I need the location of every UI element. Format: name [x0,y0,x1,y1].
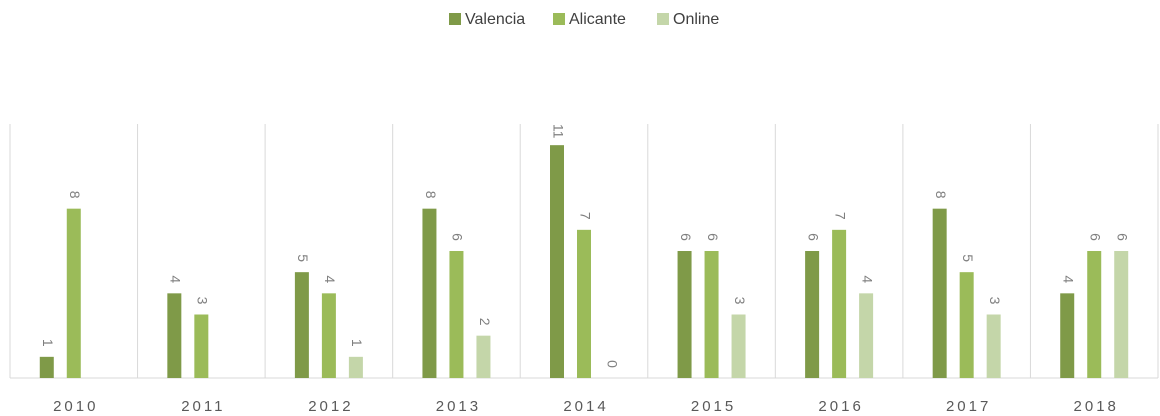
bar [348,356,363,378]
data-label: 6 [1088,233,1104,241]
data-label: 6 [805,233,821,241]
bar [932,208,947,378]
bar [194,314,209,378]
x-tick-label: 2011 [181,398,225,415]
bar [577,229,591,378]
data-label: 6 [705,233,721,241]
data-label: 8 [933,191,949,199]
x-tick-label: 2018 [1074,398,1119,415]
data-label: 4 [168,275,184,283]
x-tick-label: 2010 [53,398,98,415]
data-label: 4 [1061,275,1077,283]
x-tick-label: 2015 [691,398,736,415]
data-label: 3 [732,297,748,305]
data-label: 3 [987,297,1003,305]
bar [449,251,464,378]
data-label: 8 [423,191,439,199]
bar [1087,251,1102,378]
bar [294,272,309,378]
bar [321,293,336,378]
bar [476,335,491,378]
bar [959,272,974,378]
bar [39,356,54,378]
legend-swatch [553,13,565,25]
data-label: 3 [195,297,211,305]
data-label: 7 [577,212,593,220]
bar [66,208,81,378]
data-label: 5 [960,254,976,262]
x-tick-label: 2017 [946,398,991,415]
data-label: 0 [604,360,620,368]
bar [805,251,820,378]
data-label: 4 [859,275,875,283]
legend-swatch [657,13,669,25]
x-tick-label: 2012 [308,398,353,415]
bar [704,251,719,378]
data-label: 6 [1115,233,1131,241]
bar [832,229,847,378]
x-tick-label: 2014 [563,398,608,415]
bar [1114,251,1129,378]
data-label: 1 [349,339,365,347]
legend-label: Online [673,11,719,28]
x-tick-label: 2013 [436,398,481,415]
data-label: 2 [477,318,493,326]
data-label: 7 [832,212,848,220]
bar [677,251,692,378]
data-label: 8 [67,191,83,199]
legend-label: Alicante [569,11,626,28]
data-label: 11 [550,124,566,139]
bar [422,208,437,378]
legend-label: Valencia [465,11,525,28]
data-label: 6 [678,233,694,241]
bar [859,293,874,378]
data-label: 6 [450,233,466,241]
bar [167,293,182,378]
bar [1060,293,1075,378]
bar [550,145,564,378]
data-label: 1 [40,339,56,347]
data-label: 4 [322,275,338,283]
bar [731,314,746,378]
x-tick-label: 2016 [818,398,863,415]
bar [986,314,1001,378]
legend-swatch [449,13,461,25]
data-label: 5 [295,254,311,262]
